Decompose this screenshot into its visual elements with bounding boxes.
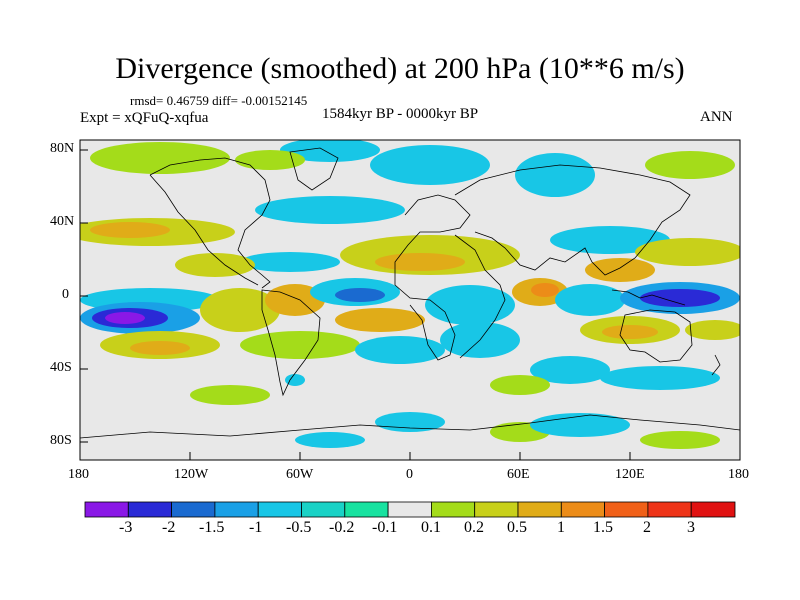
field-blob: [90, 142, 230, 174]
colorbar-box: [604, 501, 649, 518]
divergence-field: [80, 140, 740, 449]
field-blob: [105, 312, 145, 324]
colorbar-label: 0.1: [421, 519, 441, 536]
colorbar-box: [171, 501, 216, 518]
field-blob: [425, 285, 515, 325]
field-blob: [190, 385, 270, 405]
field-blob: [515, 153, 595, 197]
colorbar-label: -1.5: [199, 519, 225, 536]
field-blob: [240, 252, 340, 272]
field-blob: [530, 356, 610, 384]
field-blob: [285, 374, 305, 386]
field-blob: [240, 331, 360, 359]
lon-label: 0: [406, 467, 413, 482]
field-blob: [602, 325, 658, 339]
colorbar-box: [344, 501, 389, 518]
colorbar-label: 2: [643, 519, 651, 536]
experiment-label: Expt = xQFuQ-xqfua: [80, 110, 209, 126]
lat-label: 40S: [50, 360, 72, 375]
field-blob: [600, 366, 720, 390]
colorbar-label: 1: [557, 519, 565, 536]
season-label: ANN: [700, 109, 733, 125]
field-blob: [635, 238, 740, 266]
field-blob: [255, 196, 405, 224]
lon-label: 180: [68, 467, 89, 482]
colorbar-label: -3: [119, 519, 133, 536]
colorbar-box: [301, 501, 346, 518]
field-blob: [685, 320, 740, 340]
colorbar-label: -2: [162, 519, 176, 536]
lon-label: 180: [728, 467, 749, 482]
field-blob: [645, 151, 735, 179]
colorbar-label: -1: [249, 519, 263, 536]
lat-label: 80N: [50, 141, 75, 156]
colorbar-box: [214, 501, 259, 518]
colorbar-label: -0.5: [286, 519, 312, 536]
field-blob: [585, 258, 655, 282]
coastlines: [80, 147, 740, 439]
field-blob: [370, 145, 490, 185]
colorbar-box: [127, 501, 173, 518]
colorbar-box: [430, 501, 476, 518]
colorbar-label: -0.1: [372, 519, 398, 536]
field-blob: [555, 284, 625, 316]
colorbar-box: [517, 501, 562, 518]
field-blob: [375, 253, 465, 271]
colorbar-box: [84, 501, 129, 518]
field-blob: [295, 432, 365, 448]
plot-title: Divergence (smoothed) at 200 hPa (10**6 …: [115, 52, 685, 85]
colorbar-box: [474, 501, 519, 518]
field-blob: [640, 289, 720, 307]
field-blob: [235, 150, 305, 170]
axis-ticks: [79, 149, 741, 460]
colorbar-label: -0.2: [329, 519, 355, 536]
field-blob: [90, 222, 170, 238]
stats-text: rmsd= 0.46759 diff= -0.00152145: [130, 93, 308, 108]
lon-label: 60W: [286, 467, 314, 482]
field-blob: [355, 336, 445, 364]
field-blob: [130, 341, 190, 355]
colorbar-label: 0.5: [507, 519, 527, 536]
lat-label: 40N: [50, 214, 75, 229]
colorbar-box: [257, 501, 302, 518]
field-blob: [335, 308, 425, 332]
field-blob: [200, 288, 280, 332]
field-blob: [175, 253, 255, 277]
colorbar-label: 3: [687, 519, 695, 536]
colorbar: [84, 501, 736, 518]
lat-label: 0: [62, 287, 69, 302]
field-blob: [335, 288, 385, 302]
colorbar-box: [560, 501, 605, 518]
colorbar-box: [690, 501, 736, 518]
lat-label: 80S: [50, 433, 72, 448]
lon-label: 120W: [174, 467, 209, 482]
colorbar-box: [647, 501, 692, 518]
lon-label: 120E: [615, 467, 645, 482]
colorbar-label: 1.5: [593, 519, 613, 536]
field-blob: [531, 283, 559, 297]
colorbar-box: [387, 501, 432, 518]
period-label: 1584kyr BP - 0000kyr BP: [322, 106, 479, 122]
colorbar-label: 0.2: [464, 519, 484, 536]
field-blob: [640, 431, 720, 449]
field-blob: [530, 413, 630, 437]
lon-label: 60E: [507, 467, 530, 482]
field-blob: [490, 375, 550, 395]
field-blob: [280, 140, 380, 162]
